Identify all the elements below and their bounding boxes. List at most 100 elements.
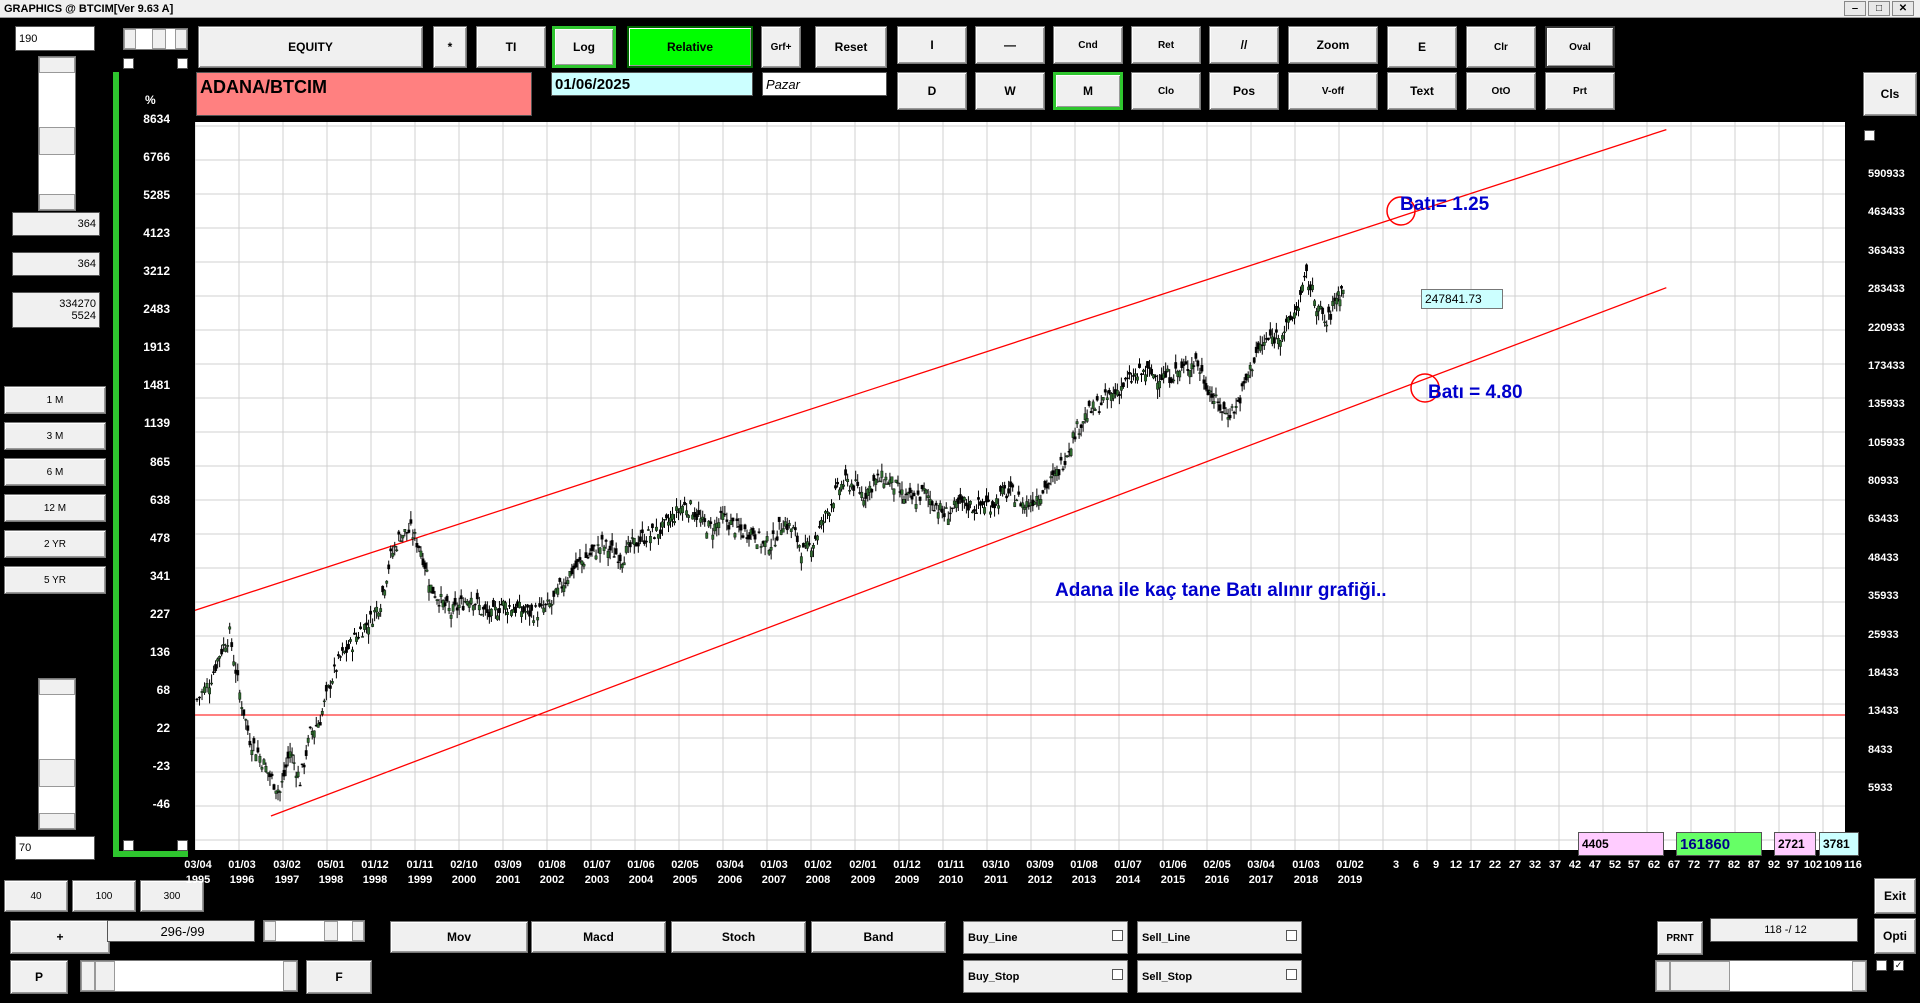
right-hscroll[interactable]	[1655, 960, 1867, 992]
clr-button[interactable]: Clr	[1466, 26, 1536, 68]
buy-line-checkbox[interactable]	[1112, 930, 1123, 941]
period-button-2yr[interactable]: 2 YR	[4, 530, 106, 558]
price-chart[interactable]	[195, 122, 1845, 850]
bars-count-field[interactable]: 190	[15, 26, 95, 51]
bottom-count-field[interactable]: 70	[15, 836, 95, 860]
preset-40-button[interactable]: 40	[4, 880, 68, 912]
upper-channel-circle-marker[interactable]	[1386, 196, 1416, 226]
prt-button[interactable]: Prt	[1545, 72, 1615, 110]
lower-channel-line[interactable]	[270, 287, 1667, 817]
e-button[interactable]: E	[1387, 26, 1457, 68]
sell-line-checkbox[interactable]	[1286, 930, 1297, 941]
log-button[interactable]: Log	[552, 26, 616, 68]
range-hscroll[interactable]	[263, 920, 365, 942]
scroll-up-icon[interactable]	[39, 57, 75, 73]
sell-stop-checkbox[interactable]	[1286, 969, 1297, 980]
candle-button[interactable]: Cnd	[1053, 26, 1123, 64]
mov-button[interactable]: Mov	[390, 921, 528, 953]
checkbox-bottom-right[interactable]	[177, 840, 188, 851]
bar-body	[671, 513, 674, 520]
scroll-thumb[interactable]	[152, 29, 166, 49]
band-button[interactable]: Band	[811, 921, 946, 953]
p-button[interactable]: P	[10, 960, 68, 994]
period-button-1m[interactable]: 1 M	[4, 386, 106, 414]
top-hscroll[interactable]	[123, 28, 188, 50]
opti-checkbox-2[interactable]: ✓	[1893, 960, 1904, 971]
minimize-icon[interactable]: ‒	[1844, 1, 1866, 16]
left-bottom-scrollbar[interactable]	[38, 678, 76, 830]
buy-stop-checkbox[interactable]	[1112, 969, 1123, 980]
scroll-down-icon[interactable]	[39, 813, 75, 829]
preset-300-button[interactable]: 300	[140, 880, 204, 912]
scroll-thumb[interactable]	[39, 759, 75, 787]
preset-100-button[interactable]: 100	[72, 880, 136, 912]
checkbox-left[interactable]	[123, 58, 134, 69]
checkbox-right[interactable]	[177, 58, 188, 69]
prnt-button[interactable]: PRNT	[1657, 921, 1703, 955]
checkbox-bottom-left[interactable]	[123, 840, 134, 851]
scroll-thumb[interactable]	[1670, 961, 1730, 991]
vertical-line-button[interactable]: I	[897, 26, 967, 64]
plus-button[interactable]: +	[10, 920, 110, 954]
v-off-button[interactable]: V-off	[1288, 72, 1378, 110]
buy-line-toggle[interactable]: Buy_Line	[963, 921, 1128, 954]
relative-button[interactable]: Relative	[627, 26, 753, 68]
upper-channel-line[interactable]	[195, 128, 1667, 615]
period-button-5yr[interactable]: 5 YR	[4, 566, 106, 594]
scroll-right-icon[interactable]	[283, 961, 297, 991]
exit-button[interactable]: Exit	[1874, 878, 1916, 914]
period-button-3m[interactable]: 3 M	[4, 422, 106, 450]
buy-stop-toggle[interactable]: Buy_Stop	[963, 960, 1128, 993]
weekly-button[interactable]: W	[975, 72, 1045, 110]
clo-button[interactable]: Clo	[1131, 72, 1201, 110]
grf-plus-button[interactable]: Grf+	[761, 26, 801, 68]
f-button[interactable]: F	[306, 960, 372, 994]
horizontal-line-button[interactable]: —	[975, 26, 1045, 64]
scroll-right-icon[interactable]	[352, 921, 364, 941]
date-field[interactable]: 01/06/2025	[551, 72, 753, 96]
macd-button[interactable]: Macd	[531, 921, 666, 953]
ret-button[interactable]: Ret	[1131, 26, 1201, 64]
stoch-button[interactable]: Stoch	[671, 921, 806, 953]
opti-checkbox-1[interactable]	[1876, 960, 1887, 971]
pos-button[interactable]: Pos	[1209, 72, 1279, 110]
scroll-left-icon[interactable]	[124, 29, 136, 49]
scroll-thumb[interactable]	[95, 961, 115, 991]
star-button[interactable]: *	[433, 26, 467, 68]
scroll-right-icon[interactable]	[175, 29, 187, 49]
left-top-scrollbar[interactable]	[38, 56, 76, 211]
text-button[interactable]: Text	[1387, 72, 1457, 110]
bottom-hscroll[interactable]	[80, 960, 298, 992]
bar-body	[518, 602, 521, 609]
right-checkbox[interactable]	[1864, 130, 1875, 141]
equity-button[interactable]: EQUITY	[198, 26, 423, 68]
scroll-right-icon[interactable]	[1852, 961, 1866, 991]
oto-button[interactable]: OtO	[1466, 72, 1536, 110]
period-button-12m[interactable]: 12 M	[4, 494, 106, 522]
daily-button[interactable]: D	[897, 72, 967, 110]
scroll-thumb[interactable]	[324, 921, 338, 941]
bar-body	[1220, 411, 1224, 413]
oval-button[interactable]: Oval	[1545, 26, 1615, 68]
lower-channel-circle-marker[interactable]	[1410, 373, 1440, 403]
scroll-left-icon[interactable]	[1656, 961, 1670, 991]
reset-button[interactable]: Reset	[815, 26, 887, 68]
scroll-down-icon[interactable]	[39, 194, 75, 210]
cls-button[interactable]: Cls	[1863, 72, 1917, 116]
scroll-left-icon[interactable]	[264, 921, 276, 941]
bar-body	[264, 765, 268, 773]
maximize-icon[interactable]: □	[1868, 1, 1890, 16]
zoom-button[interactable]: Zoom	[1288, 26, 1378, 64]
scroll-left-icon[interactable]	[81, 961, 95, 991]
close-icon[interactable]: ✕	[1892, 1, 1914, 16]
ti-button[interactable]: TI	[476, 26, 546, 68]
monthly-button[interactable]: M	[1053, 72, 1123, 110]
scroll-thumb[interactable]	[39, 127, 75, 155]
scroll-up-icon[interactable]	[39, 679, 75, 695]
sell-stop-toggle[interactable]: Sell_Stop	[1137, 960, 1302, 993]
opti-button[interactable]: Opti	[1874, 918, 1916, 954]
parallel-button[interactable]: //	[1209, 26, 1279, 64]
bar-body	[483, 604, 487, 610]
sell-line-toggle[interactable]: Sell_Line	[1137, 921, 1302, 954]
period-button-6m[interactable]: 6 M	[4, 458, 106, 486]
